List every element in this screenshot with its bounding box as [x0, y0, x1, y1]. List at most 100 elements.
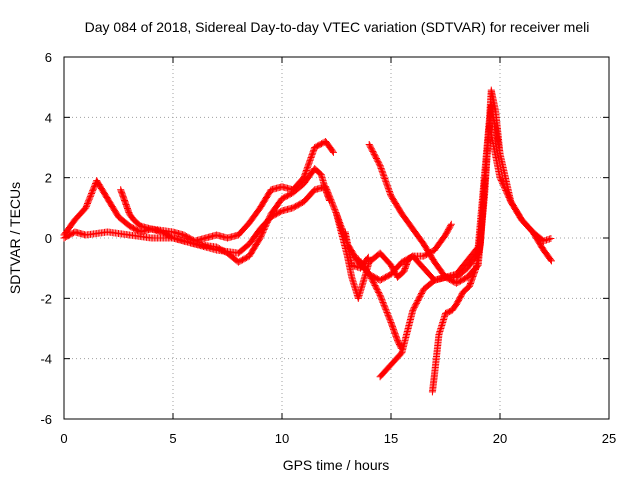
data-point	[257, 233, 265, 241]
data-point	[308, 152, 316, 160]
data-point	[543, 236, 551, 244]
data-point	[383, 308, 391, 316]
x-axis-label: GPS time / hours	[283, 457, 390, 473]
data-point	[86, 192, 94, 200]
y-tick-label: -4	[40, 352, 52, 367]
data-point	[541, 237, 549, 245]
data-point	[326, 193, 334, 201]
data-point	[328, 198, 336, 206]
data-point	[378, 296, 386, 304]
data-point	[377, 164, 385, 172]
data-point	[384, 183, 392, 191]
data-point	[302, 168, 310, 176]
data-point	[375, 160, 383, 168]
data-point	[83, 201, 91, 209]
data-point	[327, 197, 335, 205]
data-point	[301, 169, 309, 177]
data-point	[90, 184, 98, 192]
data-point	[324, 190, 332, 198]
data-point	[472, 266, 480, 274]
y-tick-label: 0	[45, 231, 52, 246]
series-arc8	[428, 175, 489, 396]
x-tick-label: 5	[169, 431, 176, 446]
data-point	[310, 146, 318, 154]
data-point	[307, 155, 315, 163]
data-point	[381, 176, 389, 184]
data-point	[85, 197, 93, 205]
data-point	[84, 198, 92, 206]
data-point	[329, 147, 337, 155]
data-point	[385, 186, 393, 194]
data-point	[382, 307, 390, 315]
data-point	[381, 303, 389, 311]
y-tick-label: 6	[45, 50, 52, 65]
data-point	[378, 166, 386, 174]
series-arc6	[365, 86, 555, 287]
y-tick-label: -6	[40, 412, 52, 427]
data-point	[89, 187, 97, 195]
data-point	[378, 167, 386, 175]
y-tick-label: 4	[45, 110, 52, 125]
data-point	[309, 148, 317, 156]
data-point	[332, 208, 340, 216]
data-point	[329, 148, 337, 156]
y-tick-label: -2	[40, 291, 52, 306]
data-point	[379, 169, 387, 177]
data-point	[349, 262, 357, 270]
data-point	[384, 311, 392, 319]
data-point	[385, 314, 393, 322]
x-tick-label: 0	[60, 431, 67, 446]
data-point	[540, 237, 548, 245]
chart-title: Day 084 of 2018, Sidereal Day-to-day VTE…	[85, 19, 590, 35]
x-tick-label: 25	[602, 431, 616, 446]
data-point	[385, 313, 393, 321]
data-point	[384, 185, 392, 193]
data-point	[379, 298, 387, 306]
data-point	[86, 194, 94, 202]
data-point	[376, 162, 384, 170]
data-point	[88, 190, 96, 198]
data-point	[323, 187, 331, 195]
data-point	[306, 158, 314, 166]
data-point	[496, 148, 504, 156]
data-point	[304, 162, 312, 170]
data-point	[497, 177, 505, 185]
data-point	[303, 165, 311, 173]
series-arc9	[341, 228, 372, 272]
data-point	[377, 293, 385, 301]
data-point	[88, 188, 96, 196]
data-point	[496, 174, 504, 182]
data-point	[497, 175, 505, 183]
data-point	[84, 200, 92, 208]
data-point	[378, 297, 386, 305]
data-point	[303, 164, 311, 172]
data-point	[322, 183, 330, 191]
data-point	[381, 304, 389, 312]
data-point	[331, 206, 339, 214]
data-point	[89, 185, 97, 193]
axis-ticks: 0 5 10 15 20 25 -6 -4 -2 0 2 4 6	[40, 50, 616, 446]
data-point	[364, 253, 372, 261]
grid	[64, 57, 609, 419]
data-point	[547, 257, 555, 265]
data-point	[82, 204, 90, 212]
data-point	[331, 207, 339, 215]
data-point	[305, 159, 313, 167]
data-point	[351, 262, 359, 270]
data-point	[324, 188, 332, 196]
x-tick-label: 20	[493, 431, 507, 446]
data-point	[304, 161, 312, 169]
data-point	[323, 186, 331, 194]
data-point	[309, 149, 317, 157]
data-point	[256, 234, 264, 242]
data-point	[384, 310, 392, 318]
data-point	[380, 172, 388, 180]
data-point	[481, 175, 489, 183]
data-point	[375, 290, 383, 298]
data-point	[308, 151, 316, 159]
data-point	[329, 201, 337, 209]
data-point	[383, 182, 391, 190]
data-point	[302, 166, 310, 174]
data-point	[380, 301, 388, 309]
data-point	[547, 256, 555, 264]
